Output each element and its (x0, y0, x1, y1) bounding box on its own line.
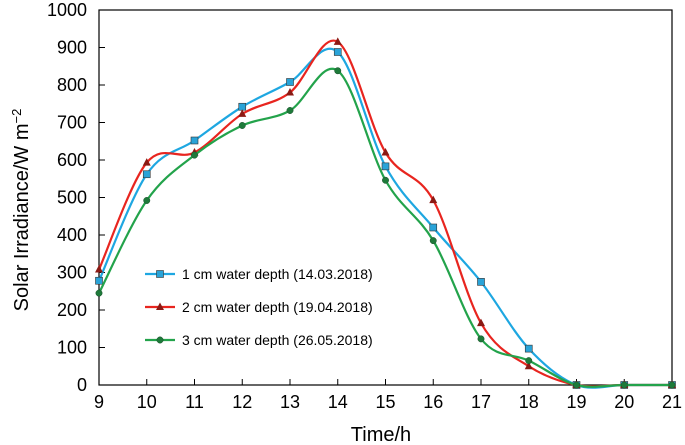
x-tick-label: 16 (423, 392, 443, 412)
legend-label: 1 cm water depth (14.03.2018) (182, 266, 373, 282)
x-axis-title: Time/h (351, 424, 411, 445)
legend-item-1: 1 cm water depth (14.03.2018) (145, 266, 373, 282)
plot-frame (98, 9, 673, 386)
data-point-square (156, 270, 164, 278)
y-tick-label: 700 (57, 113, 87, 133)
data-point-circle (382, 176, 389, 184)
x-tick-label: 10 (137, 392, 157, 412)
data-point-triangle (477, 318, 485, 327)
data-point-square (381, 162, 390, 171)
y-tick-label: 400 (57, 225, 87, 245)
legend: 1 cm water depth (14.03.2018) 2 cm water … (145, 266, 373, 348)
data-point-triangle (333, 37, 342, 45)
data-point-square (286, 78, 294, 86)
legend-item-2: 2 cm water depth (19.04.2018) (145, 299, 373, 315)
x-tick-label: 15 (375, 392, 395, 412)
data-point-triangle (156, 302, 164, 310)
data-point-square (333, 48, 342, 56)
series-3 (95, 67, 676, 389)
legend-label: 2 cm water depth (19.04.2018) (182, 299, 373, 315)
data-point-triangle (524, 361, 533, 370)
x-tick-label: 19 (566, 392, 586, 412)
data-point-square (429, 223, 438, 232)
data-point-square (142, 170, 151, 179)
x-axis: 9 10 11 12 13 14 15 16 17 18 19 20 21 (94, 379, 682, 412)
y-axis-title-exponent: −2 (9, 109, 24, 124)
data-point-circle (238, 122, 246, 129)
data-point-circle (191, 151, 198, 159)
x-tick-label: 9 (94, 392, 104, 412)
y-tick-label: 0 (77, 375, 87, 395)
data-point-circle (429, 237, 437, 245)
data-point-triangle (95, 265, 103, 273)
data-point-circle (573, 381, 580, 389)
x-tick-label: 12 (232, 392, 252, 412)
y-tick-label: 1000 (47, 0, 87, 20)
data-point-square (190, 136, 199, 145)
y-tick-label: 800 (57, 75, 87, 95)
x-tick-label: 17 (471, 392, 491, 412)
y-tick-label: 300 (57, 263, 87, 283)
data-point-triangle (142, 158, 151, 166)
y-tick-label: 100 (57, 338, 87, 358)
data-point-square (477, 278, 485, 286)
data-point-triangle (429, 195, 438, 204)
data-point-circle (477, 335, 485, 343)
data-point-square (524, 344, 533, 353)
legend-label: 3 cm water depth (26.05.2018) (182, 332, 373, 348)
series-line (98, 67, 672, 388)
data-point-triangle (381, 148, 390, 156)
y-tick-label: 500 (57, 188, 87, 208)
x-tick-label: 11 (185, 392, 204, 412)
x-tick-label: 13 (280, 392, 300, 412)
series-layer (95, 37, 676, 389)
data-point-triangle (238, 109, 247, 117)
x-tick-label: 18 (519, 392, 539, 412)
y-tick-label: 600 (57, 150, 87, 170)
data-point-circle (668, 381, 676, 389)
legend-item-3: 3 cm water depth (26.05.2018) (145, 332, 373, 348)
y-axis-title: Solar Irradiance/W m−2 (9, 109, 33, 312)
data-point-square (238, 102, 247, 111)
data-point-circle (95, 289, 103, 297)
plot-area (98, 9, 673, 386)
x-tick-label: 21 (662, 392, 682, 412)
data-point-circle (143, 197, 151, 204)
x-tick-label: 14 (328, 392, 348, 412)
data-point-circle (334, 67, 342, 75)
data-point-circle (286, 107, 294, 114)
y-axis: 0 100 200 300 400 500 600 700 800 900 1000 (47, 0, 105, 395)
data-point-square (95, 276, 103, 285)
y-tick-label: 200 (57, 300, 87, 320)
data-point-triangle (286, 88, 294, 96)
data-point-circle (620, 381, 628, 389)
data-point-circle (156, 336, 164, 344)
y-tick-label: 900 (57, 38, 87, 58)
x-tick-label: 20 (614, 392, 634, 412)
data-point-circle (525, 357, 533, 365)
y-axis-title-main: Solar Irradiance/W m (11, 123, 33, 311)
